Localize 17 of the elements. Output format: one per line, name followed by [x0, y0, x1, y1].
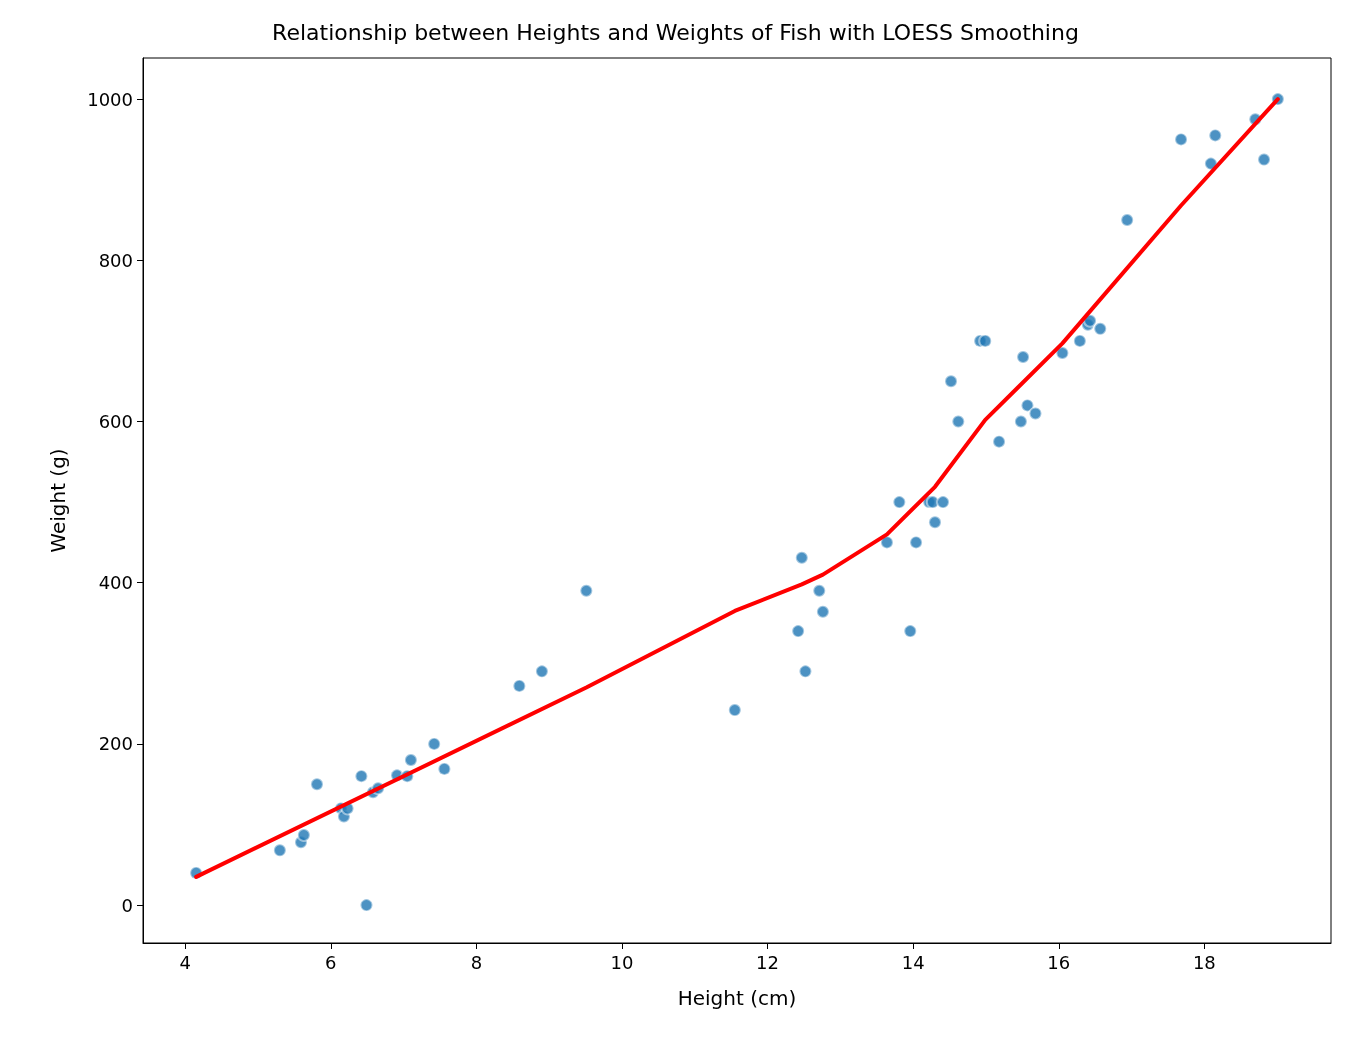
x-tick-label: 16	[1047, 951, 1071, 973]
y-tick-label: 0	[121, 894, 133, 916]
x-tick-label: 6	[325, 951, 337, 973]
x-tick-label: 8	[470, 951, 483, 973]
x-tick-label: 18	[1192, 951, 1216, 973]
y-tick-label: 1000	[87, 88, 133, 110]
chart-title: Relationship between Heights and Weights of Fish with LOESS Smoothing	[272, 19, 1079, 45]
x-tick-label: 10	[610, 951, 634, 973]
x-axis-title: Height (cm)	[677, 986, 797, 1010]
y-tick-label: 800	[98, 249, 133, 271]
y-tick-label: 600	[98, 411, 133, 433]
y-axis-title: Weight (g)	[46, 448, 70, 553]
y-tick-label: 200	[98, 733, 133, 755]
x-tick-label: 4	[179, 951, 191, 973]
x-tick-label: 12	[756, 951, 780, 973]
y-tick-label: 400	[98, 572, 133, 594]
x-tick-label: 14	[901, 951, 925, 973]
